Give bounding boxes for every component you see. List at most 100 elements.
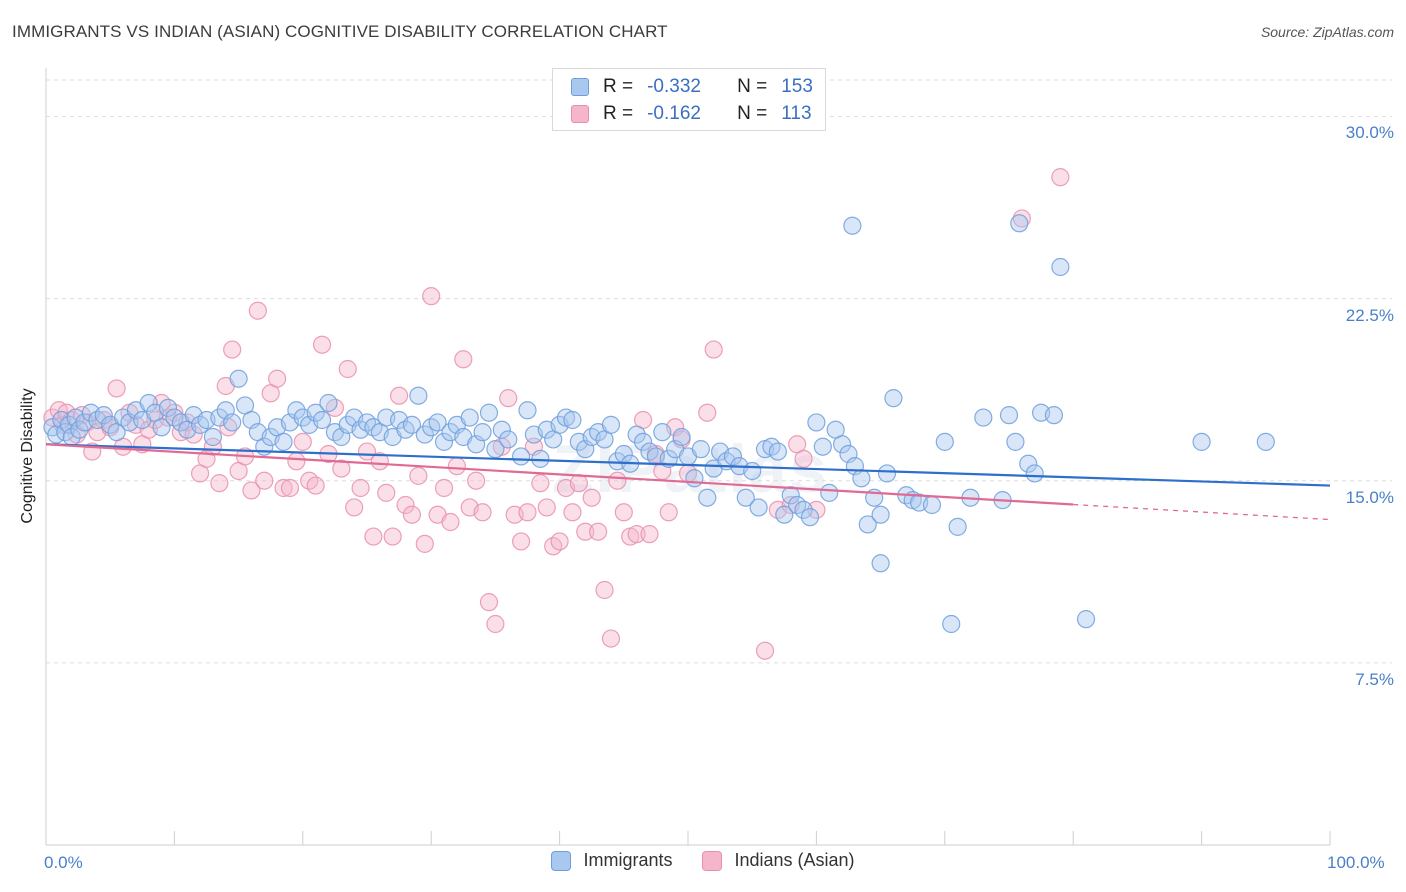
data-point-immigrants [139,393,158,413]
data-point-indians-asian [248,301,267,320]
trend-lines [45,443,1331,521]
data-point-immigrants [511,447,531,466]
data-point-indians-asian [409,466,428,485]
legend-label: Immigrants [583,850,673,870]
x-tick-label-min: 0.0% [44,853,83,872]
data-point-immigrants [479,403,499,422]
data-point-indians-asian [351,478,370,498]
data-point-indians-asian [255,471,274,490]
data-point-indians-asian [280,478,300,498]
y-tick-label: 15.0% [1345,487,1394,507]
data-point-immigrants [871,505,890,524]
legend-swatch-indians [702,850,723,871]
r-label: R = [603,76,634,97]
legend-swatch-immigrants [551,850,572,871]
y-axis-label: Cognitive Disability [19,388,36,524]
data-point-indians-asian [1012,209,1031,228]
stats-row-indians: R = -0.162 N = 113 [553,102,812,126]
data-point-immigrants [820,483,839,502]
data-point-immigrants [1025,464,1044,483]
data-point-immigrants [999,406,1019,425]
data-point-immigrants [691,440,710,459]
data-point-indians-asian [223,340,242,359]
data-point-immigrants [1076,610,1096,629]
data-point-indians-asian [467,471,486,490]
data-point-indians-asian [306,476,325,495]
data-point-indians-asian [293,432,312,451]
data-point-indians-asian [287,452,306,471]
n-label: N = [737,76,768,97]
data-point-indians-asian [338,359,357,379]
data-point-immigrants [633,432,653,451]
data-point-indians-asian [582,488,601,507]
data-point-immigrants [287,401,306,420]
data-point-indians-asian [422,287,441,306]
data-point-indians-asian [807,500,826,519]
data-point-indians-asian [550,532,569,551]
y-tick-label: 7.5% [1355,669,1394,689]
data-point-immigrants [858,515,877,534]
data-point-immigrants [152,418,171,437]
data-point-immigrants [1256,432,1275,451]
data-point-indians-asian [447,457,466,476]
data-point-immigrants [1051,257,1070,277]
data-point-immigrants [518,401,537,420]
data-point-indians-asian [589,522,608,541]
r-value: -0.162 [647,103,701,124]
data-point-immigrants [922,495,942,515]
stats-box: R = -0.332 N = 153 R = -0.162 N = 113 [552,68,826,131]
data-point-immigrants [434,432,454,451]
data-point-indians-asian [402,505,422,524]
data-point-immigrants [473,423,492,442]
legend-item-indians[interactable]: Indians (Asian) [702,850,855,871]
data-point-indians-asian [274,478,293,498]
trend-line-indians-asian-extension [1073,503,1331,521]
data-point-immigrants [409,386,428,405]
n-value: 153 [781,76,813,97]
data-point-immigrants [158,398,178,417]
immigrants-swatch [571,78,589,96]
data-point-indians-asian [441,512,460,532]
data-point-indians-asian [364,527,383,546]
data-point-indians-asian [415,534,434,553]
data-point-immigrants [1006,432,1025,451]
data-point-immigrants [499,430,518,449]
data-point-immigrants [653,423,672,442]
data-point-immigrants [749,498,768,517]
data-point-indians-asian [499,389,518,408]
data-point-immigrants [794,500,813,519]
legend-item-immigrants[interactable]: Immigrants [551,850,672,871]
data-point-indians-asian [569,474,588,493]
data-point-immigrants [781,486,800,505]
data-point-indians-asian [576,522,595,541]
data-point-immigrants [428,413,447,432]
data-point-immigrants [1044,406,1064,425]
data-point-immigrants [877,464,897,483]
data-point-immigrants [948,517,967,536]
data-point-indians-asian [640,525,659,544]
data-point-immigrants [832,435,852,454]
data-point-indians-asian [531,474,550,493]
data-point-immigrants [843,216,862,235]
trend-line-indians-asian [45,443,1074,506]
data-point-immigrants [1192,432,1211,451]
data-point-indians-asian [704,340,723,359]
grid-lines [46,79,1392,664]
data-point-indians-asian [563,503,582,522]
data-point-immigrants [884,389,903,408]
data-point-indians-asian [601,629,621,648]
y-tick-label: 30.0% [1345,123,1394,143]
data-point-indians-asian [698,403,717,422]
data-point-immigrants [274,432,293,451]
data-point-indians-asian [595,580,614,600]
data-point-indians-asian [370,452,389,471]
r-label: R = [603,103,634,124]
data-point-indians-asian [268,369,287,388]
data-point-indians-asian [486,614,505,634]
data-point-indians-asian [312,335,332,354]
data-point-indians-asian [210,474,229,493]
data-point-immigrants [1019,454,1038,473]
data-point-indians-asian [537,498,556,517]
data-point-indians-asian [479,593,499,612]
